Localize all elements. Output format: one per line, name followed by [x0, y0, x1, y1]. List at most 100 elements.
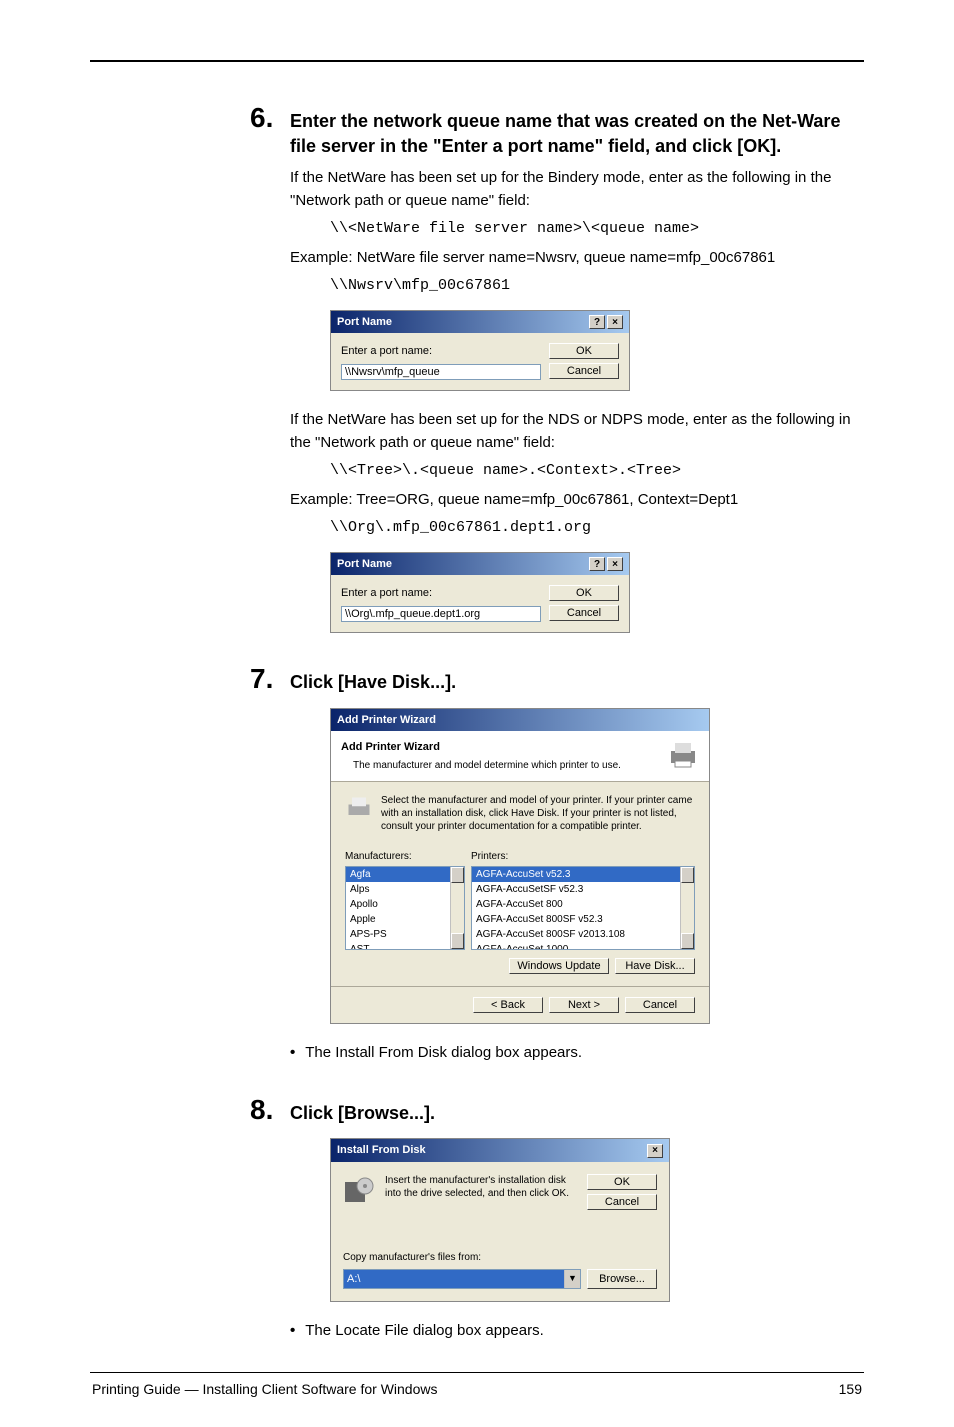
list-item[interactable]: Alps	[346, 882, 464, 897]
path-combobox[interactable]: ▼	[343, 1269, 581, 1289]
wizard-info-text: Select the manufacturer and model of you…	[381, 794, 695, 833]
back-button[interactable]: < Back	[473, 997, 543, 1013]
wizard-subtitle: The manufacturer and model determine whi…	[353, 758, 621, 773]
step-number: 7.	[250, 663, 280, 695]
install-from-disk-dialog: Install From Disk × Insert the manufactu…	[330, 1138, 670, 1302]
windows-update-button[interactable]: Windows Update	[509, 958, 609, 974]
step-7: 7. Click [Have Disk...]. Add Printer Wiz…	[250, 663, 864, 1064]
scrollbar[interactable]	[450, 867, 464, 949]
browse-button[interactable]: Browse...	[587, 1269, 657, 1289]
dialog-left: Enter a port name:	[341, 343, 541, 380]
disk-icon	[343, 1174, 375, 1206]
scrollbar[interactable]	[680, 867, 694, 949]
cancel-button[interactable]: Cancel	[549, 605, 619, 621]
step-title: Enter the network queue name that was cr…	[290, 109, 864, 159]
dialog-body: Enter a port name: OK Cancel	[331, 575, 629, 632]
cancel-button[interactable]: Cancel	[549, 363, 619, 379]
dialog-right: OK Cancel	[549, 343, 619, 380]
list-item[interactable]: Apollo	[346, 897, 464, 912]
rule-bottom	[90, 1372, 864, 1373]
titlebar: Install From Disk ×	[331, 1139, 669, 1162]
bullet-text: The Install From Disk dialog box appears…	[305, 1042, 582, 1065]
cancel-button[interactable]: Cancel	[587, 1194, 657, 1210]
dialog-image: Port Name ? × Enter a port name:	[330, 552, 864, 634]
step-body: If the NetWare has been set up for the B…	[250, 167, 864, 633]
step-number: 6.	[250, 102, 280, 134]
dialog-body: Insert the manufacturer's installation d…	[331, 1162, 669, 1301]
manufacturers-listbox[interactable]: Agfa Alps Apollo Apple APS-PS AST AT&T	[345, 866, 465, 950]
ok-button[interactable]: OK	[549, 585, 619, 601]
list-item[interactable]: AGFA-AccuSet 800	[472, 897, 694, 912]
cancel-button[interactable]: Cancel	[625, 997, 695, 1013]
list-item[interactable]: AGFA-AccuSet 1000	[472, 942, 694, 950]
list-item[interactable]: Apple	[346, 912, 464, 927]
help-icon[interactable]: ?	[589, 315, 605, 329]
step-body: Add Printer Wizard Add Printer Wizard Th…	[250, 708, 864, 1065]
bullet-text: The Locate File dialog box appears.	[305, 1320, 543, 1343]
port-label: Enter a port name:	[341, 343, 541, 360]
port-label: Enter a port name:	[341, 585, 541, 602]
printers-label: Printers:	[471, 849, 695, 864]
ok-button[interactable]: OK	[549, 343, 619, 359]
dialog-image: Add Printer Wizard Add Printer Wizard Th…	[330, 708, 864, 1024]
step-head: 6. Enter the network queue name that was…	[250, 102, 864, 159]
list-item[interactable]: AST	[346, 942, 464, 950]
path-input[interactable]	[344, 1270, 564, 1288]
port-input[interactable]	[341, 606, 541, 622]
dialog-title: Add Printer Wizard	[337, 712, 436, 729]
add-printer-wizard: Add Printer Wizard Add Printer Wizard Th…	[330, 708, 710, 1024]
port-name-dialog: Port Name ? × Enter a port name:	[330, 310, 630, 392]
list-item[interactable]: Agfa	[346, 867, 464, 882]
dialog-image: Install From Disk × Insert the manufactu…	[330, 1138, 864, 1302]
have-disk-button[interactable]: Have Disk...	[615, 958, 695, 974]
wizard-header: Add Printer Wizard The manufacturer and …	[331, 731, 709, 782]
code-block: \\Org\.mfp_00c67861.dept1.org	[330, 517, 864, 540]
list-item[interactable]: APS-PS	[346, 927, 464, 942]
paragraph: If the NetWare has been set up for the B…	[290, 167, 864, 212]
manufacturers-column: Manufacturers: Agfa Alps Apollo Apple AP…	[345, 849, 465, 950]
wizard-row-buttons: Windows Update Have Disk...	[345, 958, 695, 974]
rule-top	[90, 60, 864, 62]
dialog-top: Insert the manufacturer's installation d…	[343, 1174, 657, 1210]
close-icon[interactable]: ×	[607, 557, 623, 571]
code-block: \\Nwsrv\mfp_00c67861	[330, 275, 864, 298]
dialog-title: Install From Disk	[337, 1142, 426, 1159]
wizard-info: Select the manufacturer and model of you…	[345, 794, 695, 833]
close-icon[interactable]: ×	[647, 1144, 663, 1158]
list-item[interactable]: AGFA-AccuSet v52.3	[472, 867, 694, 882]
dialog-title: Port Name	[337, 556, 392, 573]
manufacturers-label: Manufacturers:	[345, 849, 465, 864]
wizard-title: Add Printer Wizard	[341, 739, 621, 756]
next-button[interactable]: Next >	[549, 997, 619, 1013]
titlebar: Port Name ? ×	[331, 311, 629, 334]
bullet-item: • The Install From Disk dialog box appea…	[290, 1042, 864, 1065]
footer-left: Printing Guide — Installing Client Softw…	[92, 1381, 437, 1397]
chevron-down-icon[interactable]: ▼	[564, 1270, 580, 1288]
printers-column: Printers: AGFA-AccuSet v52.3 AGFA-AccuSe…	[471, 849, 695, 950]
dialog-right: OK Cancel	[549, 585, 619, 622]
step-number: 8.	[250, 1094, 280, 1126]
list-item[interactable]: AGFA-AccuSetSF v52.3	[472, 882, 694, 897]
dialog-buttons: OK Cancel	[587, 1174, 657, 1210]
list-item[interactable]: AGFA-AccuSet 800SF v2013.108	[472, 927, 694, 942]
titlebar-buttons: ×	[647, 1144, 663, 1158]
titlebar-buttons: ? ×	[589, 315, 623, 329]
dialog-text: Insert the manufacturer's installation d…	[385, 1174, 577, 1210]
printers-listbox[interactable]: AGFA-AccuSet v52.3 AGFA-AccuSetSF v52.3 …	[471, 866, 695, 950]
content: 6. Enter the network queue name that was…	[90, 102, 864, 1342]
list-item[interactable]: AGFA-AccuSet 800SF v52.3	[472, 912, 694, 927]
step-head: 8. Click [Browse...].	[250, 1094, 864, 1126]
wizard-body: Select the manufacturer and model of you…	[331, 782, 709, 986]
bullet-icon: •	[290, 1320, 295, 1343]
bullet-item: • The Locate File dialog box appears.	[290, 1320, 864, 1343]
dialog-body: Enter a port name: OK Cancel	[331, 333, 629, 390]
close-icon[interactable]: ×	[607, 315, 623, 329]
help-icon[interactable]: ?	[589, 557, 605, 571]
dialog-row: ▼ Browse...	[343, 1269, 657, 1289]
step-title: Click [Have Disk...].	[290, 670, 456, 695]
step-head: 7. Click [Have Disk...].	[250, 663, 864, 695]
ok-button[interactable]: OK	[587, 1174, 657, 1190]
titlebar-buttons: ? ×	[589, 557, 623, 571]
port-input[interactable]	[341, 364, 541, 380]
printer-icon	[667, 739, 699, 771]
